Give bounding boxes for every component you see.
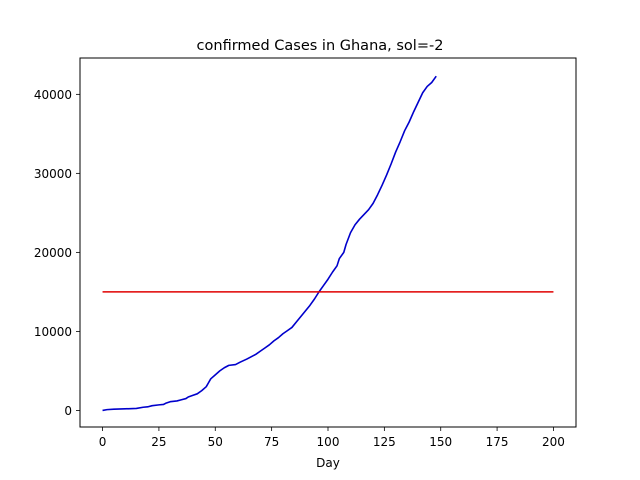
x-tick-label: 175: [486, 435, 509, 449]
y-tick-label: 30000: [34, 167, 72, 181]
y-axis-ticks: 0 10000 20000 30000 40000: [34, 88, 80, 418]
x-tick-label: 100: [317, 435, 340, 449]
series-layer: [102, 75, 554, 412]
chart-title: confirmed Cases in Ghana, sol=-2: [197, 38, 444, 54]
x-tick-label: 150: [429, 435, 452, 449]
x-tick-label: 50: [208, 435, 223, 449]
x-axis-ticks: 0 25 50 75 100 125 150 175 200: [99, 427, 565, 449]
y-tick-label: 40000: [34, 88, 72, 102]
y-tick-label: 0: [64, 404, 72, 418]
y-tick-label: 10000: [34, 325, 72, 339]
plot-area-frame: [79, 57, 577, 428]
series-line-1: [102, 75, 437, 412]
x-tick-label: 125: [373, 435, 396, 449]
x-tick-label: 0: [99, 435, 107, 449]
x-tick-label: 75: [264, 435, 279, 449]
x-tick-label: 25: [151, 435, 166, 449]
x-axis-label: Day: [316, 456, 340, 470]
x-tick-label: 200: [542, 435, 565, 449]
y-tick-label: 20000: [34, 246, 72, 260]
